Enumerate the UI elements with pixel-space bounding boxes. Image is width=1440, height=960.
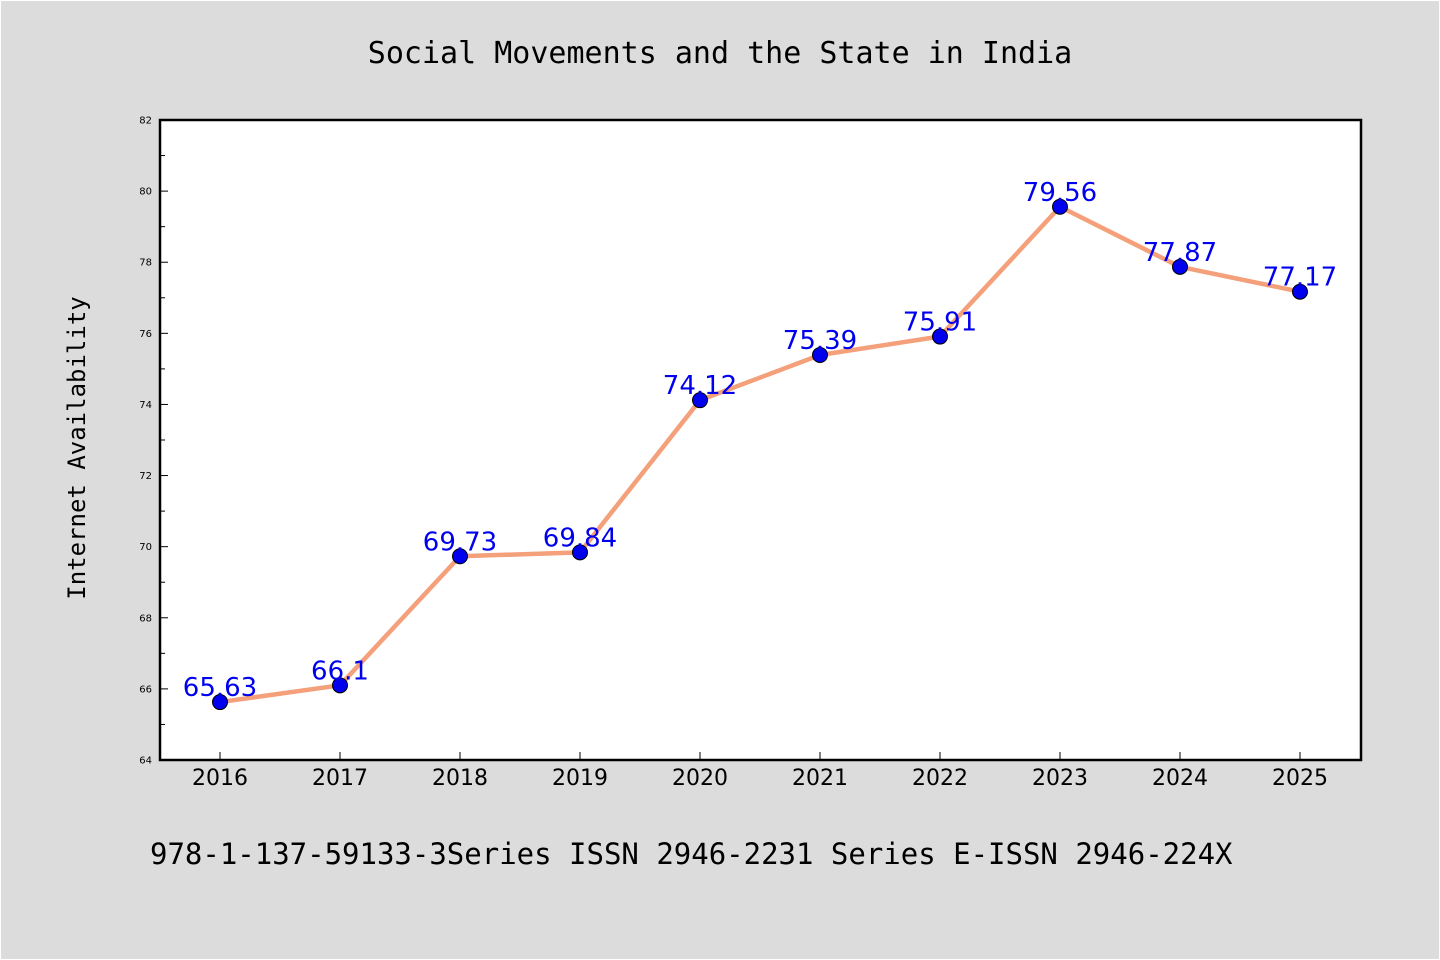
x-tick-label: 2020 bbox=[672, 766, 728, 791]
footer-isbn-issn: 978-1-137-59133-3Series ISSN 2946-2231 S… bbox=[150, 837, 1233, 871]
data-label: 74.12 bbox=[663, 371, 737, 401]
data-label: 66.1 bbox=[311, 656, 369, 686]
y-axis-label: Internet Availability bbox=[63, 296, 91, 599]
y-tick-label: 66 bbox=[139, 684, 152, 695]
x-tick-label: 2018 bbox=[432, 766, 488, 791]
data-label: 75.91 bbox=[903, 308, 977, 338]
data-label: 69.84 bbox=[543, 523, 617, 553]
data-label: 75.39 bbox=[783, 326, 857, 356]
y-tick-label: 78 bbox=[139, 258, 152, 269]
y-tick-label: 76 bbox=[139, 329, 152, 340]
data-label: 77.17 bbox=[1263, 263, 1337, 293]
data-point bbox=[452, 548, 468, 565]
data-point bbox=[1292, 283, 1308, 300]
x-tick-label: 2023 bbox=[1032, 766, 1088, 791]
data-label: 77.87 bbox=[1143, 238, 1217, 268]
series-line-group: 65.63 66.1 69.73 69.84 74.12 75.39 75.91 79.56 7… bbox=[183, 178, 1337, 711]
data-label: 65.63 bbox=[183, 673, 257, 703]
data-point bbox=[692, 392, 708, 409]
y-axis: 64 66 68 70 72 74 76 78 80 82 bbox=[139, 116, 168, 767]
x-tick-label: 2017 bbox=[312, 766, 368, 791]
x-axis: 2016 2017 2018 2019 2020 2021 2022 2023 2024 2025 bbox=[192, 752, 1328, 791]
data-point bbox=[932, 328, 948, 345]
data-label: 79.56 bbox=[1023, 178, 1097, 208]
x-tick-label: 2019 bbox=[552, 766, 608, 791]
y-tick-label: 80 bbox=[139, 187, 152, 198]
data-point bbox=[1052, 198, 1068, 215]
plot-area bbox=[158, 118, 1363, 762]
series-line bbox=[217, 204, 1303, 705]
data-label: 69.73 bbox=[423, 527, 497, 557]
y-tick-label: 68 bbox=[139, 613, 152, 624]
y-tick-label: 74 bbox=[139, 400, 152, 411]
data-point bbox=[1172, 258, 1188, 275]
x-tick-label: 2016 bbox=[192, 766, 248, 791]
data-point bbox=[572, 544, 588, 561]
chart-title: Social Movements and the State in India bbox=[368, 36, 1072, 71]
data-point bbox=[812, 347, 828, 364]
x-tick-label: 2022 bbox=[912, 766, 968, 791]
data-point bbox=[212, 694, 228, 711]
y-tick-label: 64 bbox=[139, 756, 152, 767]
data-point bbox=[332, 677, 348, 694]
y-tick-label: 82 bbox=[139, 116, 152, 127]
x-tick-label: 2021 bbox=[792, 766, 848, 791]
x-tick-label: 2024 bbox=[1152, 766, 1208, 791]
x-tick-label: 2025 bbox=[1272, 766, 1328, 791]
y-tick-label: 72 bbox=[139, 471, 152, 482]
y-tick-label: 70 bbox=[139, 542, 152, 553]
